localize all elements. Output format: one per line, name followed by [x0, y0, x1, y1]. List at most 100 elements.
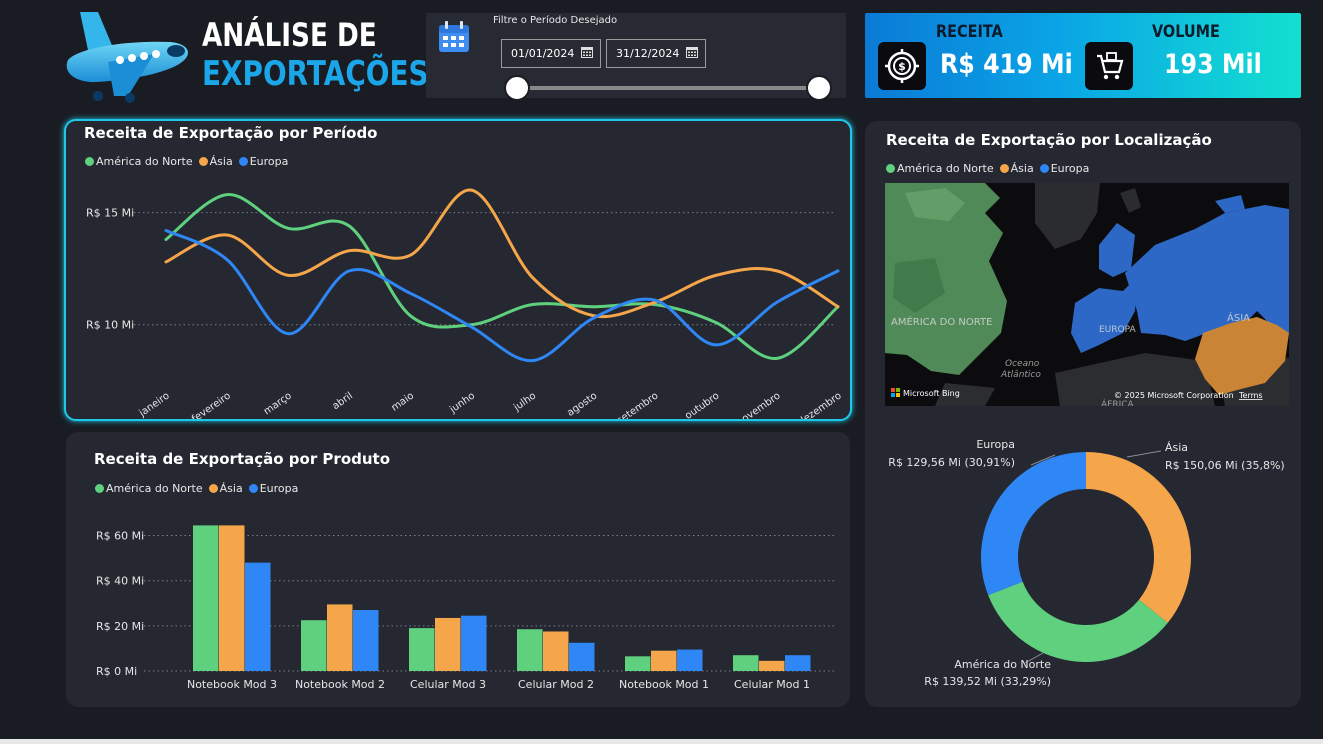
donut-slice[interactable] — [988, 581, 1168, 662]
world-map[interactable]: AMÉRICA DO NORTE EUROPA ÁSIA Oceano Atlâ… — [885, 183, 1289, 406]
x-tick-label: Notebook Mod 1 — [619, 678, 709, 691]
legend-item-europa[interactable]: Europa — [238, 155, 289, 168]
donut-slice[interactable] — [981, 452, 1086, 596]
terms-link[interactable]: Terms — [1238, 391, 1263, 400]
bar[interactable] — [409, 628, 435, 671]
x-tick-label: fevereiro — [190, 390, 233, 419]
x-tick-label: setembro — [615, 390, 660, 419]
legend-label: Ásia — [219, 482, 243, 495]
calendar-picker-icon[interactable] — [686, 46, 698, 58]
legend-item-america[interactable]: América do Norte — [95, 482, 203, 495]
date-range-end-handle[interactable] — [806, 75, 832, 101]
y-tick-label: R$ 40 Mi — [96, 575, 144, 588]
x-tick-label: agosto — [565, 390, 599, 418]
legend-item-asia[interactable]: Ásia — [208, 482, 243, 495]
date-range-slider-track[interactable] — [517, 86, 819, 90]
bar[interactable] — [461, 615, 487, 671]
y-tick-label: R$ 0 Mi — [96, 665, 137, 678]
asia-shape — [1125, 205, 1289, 341]
legend-item-asia[interactable]: Ásia — [999, 162, 1034, 175]
bar[interactable] — [301, 620, 327, 671]
x-tick-label: Celular Mod 1 — [734, 678, 810, 691]
x-tick-label: abril — [331, 390, 355, 412]
bar[interactable] — [677, 649, 703, 671]
start-date-input[interactable]: 01/01/2024 — [501, 39, 601, 68]
revenue-label: RECEITA — [936, 22, 1003, 42]
legend-item-america[interactable]: América do Norte — [886, 162, 994, 175]
legend-label: América do Norte — [106, 482, 203, 495]
legend-dot — [999, 164, 1009, 173]
slice-label: Europa — [976, 438, 1015, 451]
bar[interactable] — [353, 610, 379, 671]
volume-value: 193 Mil — [1164, 49, 1262, 80]
legend-label: Europa — [249, 155, 289, 168]
end-date-value: 31/12/2024 — [616, 47, 680, 60]
microsoft-logo-icon — [891, 388, 900, 397]
revenue-by-location-panel[interactable]: Receita de Exportação por Localização Am… — [865, 121, 1301, 707]
map-label-africa: ÁFRICA — [1101, 398, 1135, 406]
series-line[interactable] — [164, 229, 840, 363]
china-shape — [1195, 317, 1289, 395]
donut-slice[interactable] — [1086, 452, 1191, 623]
y-tick-label: R$ 20 Mi — [96, 620, 144, 633]
panel-title: Receita de Exportação por Localização — [886, 131, 1212, 149]
x-tick-label: junho — [447, 390, 477, 416]
map-attribution: © 2025 Microsoft Corporation — [1114, 391, 1234, 400]
legend-dot — [85, 157, 94, 166]
bar[interactable] — [193, 525, 219, 671]
legend-label: América do Norte — [897, 162, 994, 175]
bar[interactable] — [785, 655, 811, 671]
bar[interactable] — [219, 525, 245, 671]
series-line[interactable] — [164, 188, 840, 319]
bar[interactable] — [245, 562, 271, 671]
bar-chart: R$ 0 Mi R$ 20 Mi R$ 40 Mi R$ 60 Mi Notebook … — [96, 525, 836, 691]
x-tick-label: outubro — [683, 390, 721, 419]
y-tick-label: R$ 60 Mi — [96, 530, 144, 543]
bar[interactable] — [733, 655, 759, 671]
greenland-shape — [1035, 183, 1100, 249]
filter-label: Filtre o Período Desejado — [493, 15, 618, 26]
legend-label: Ásia — [1010, 162, 1034, 175]
bar[interactable] — [517, 629, 543, 671]
europe-shape — [1071, 277, 1137, 353]
series-line[interactable] — [164, 193, 840, 360]
legend-item-europa[interactable]: Europa — [1039, 162, 1089, 175]
bar[interactable] — [759, 660, 785, 671]
legend-dot — [1039, 164, 1049, 173]
end-date-input[interactable]: 31/12/2024 — [606, 39, 706, 68]
bar[interactable] — [435, 617, 461, 671]
calendar-icon — [437, 20, 471, 54]
legend-item-asia[interactable]: Ásia — [198, 155, 233, 168]
kpi-card — [865, 13, 1301, 98]
revenue-value: R$ 419 Mi — [940, 49, 1073, 80]
label-leader-line — [1024, 652, 1044, 664]
x-tick-label: julho — [511, 390, 538, 414]
legend-dot — [248, 484, 258, 493]
slice-value-label: R$ 129,56 Mi (30,91%) — [888, 456, 1015, 469]
bar[interactable] — [569, 642, 595, 671]
revenue-by-period-panel[interactable]: Receita de Exportação por Período Améric… — [64, 119, 852, 421]
legend-item-america[interactable]: América do Norte — [85, 155, 193, 168]
x-tick-label: março — [262, 390, 294, 417]
y-tick-label: R$ 15 Mi — [86, 207, 134, 220]
calendar-picker-icon[interactable] — [581, 46, 593, 58]
legend-item-europa[interactable]: Europa — [248, 482, 298, 495]
page-tab-strip — [0, 739, 1323, 744]
panel-title: Receita de Exportação por Produto — [94, 450, 391, 468]
shopping-cart-icon — [1085, 42, 1133, 90]
date-range-start-handle[interactable] — [504, 75, 530, 101]
x-tick-label: Celular Mod 3 — [410, 678, 486, 691]
panel-title: Receita de Exportação por Período — [84, 124, 378, 142]
legend-dot — [95, 484, 104, 493]
airplane-logo-icon — [58, 4, 198, 106]
map-label-ocean2: Atlântico — [1000, 370, 1041, 380]
bar[interactable] — [543, 631, 569, 671]
start-date-value: 01/01/2024 — [511, 47, 575, 60]
bar[interactable] — [327, 604, 353, 671]
label-leader-line — [1126, 450, 1162, 458]
africa-shape — [1055, 353, 1215, 406]
bar[interactable] — [651, 650, 677, 671]
x-tick-label: janeiro — [137, 390, 172, 419]
bar[interactable] — [625, 656, 651, 671]
revenue-by-product-panel[interactable]: Receita de Exportação por Produto Améric… — [66, 432, 850, 707]
